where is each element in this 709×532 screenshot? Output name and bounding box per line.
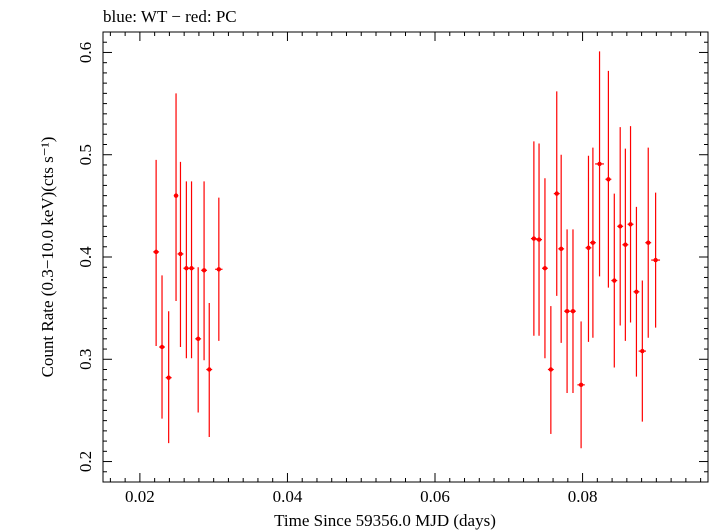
data-point xyxy=(177,161,184,347)
x-axis-label: Time Since 59356.0 MJD (days) xyxy=(274,511,496,530)
point-marker xyxy=(606,177,611,182)
point-marker xyxy=(201,268,207,273)
data-point xyxy=(553,91,560,296)
data-point xyxy=(530,141,537,336)
point-marker xyxy=(597,161,602,167)
point-marker xyxy=(542,266,548,271)
point-marker xyxy=(173,193,179,198)
data-point xyxy=(611,193,618,368)
point-marker xyxy=(531,236,537,241)
data-point xyxy=(585,155,592,342)
chart-title: blue: WT − red: PC xyxy=(103,7,237,26)
x-axis-ticks: 0.02 0.04 0.06 0.08 xyxy=(109,32,702,506)
data-point xyxy=(541,178,548,359)
x-tick-label: 0.06 xyxy=(420,487,450,506)
data-point xyxy=(617,127,624,326)
point-marker xyxy=(590,240,596,245)
data-point xyxy=(536,143,542,336)
data-point xyxy=(645,147,652,338)
plot-frame xyxy=(102,31,709,483)
data-point xyxy=(605,70,612,288)
point-marker xyxy=(634,289,639,294)
point-marker xyxy=(536,237,542,242)
data-point xyxy=(589,147,596,338)
data-point xyxy=(651,192,661,328)
data-points xyxy=(153,51,661,449)
point-marker xyxy=(612,278,617,283)
point-marker xyxy=(653,257,658,263)
x-tick-label: 0.04 xyxy=(273,487,303,506)
data-point xyxy=(627,126,634,323)
data-point xyxy=(633,206,640,377)
point-marker xyxy=(618,224,623,229)
point-marker xyxy=(628,222,633,227)
data-point xyxy=(159,275,165,419)
point-marker xyxy=(586,245,591,250)
data-point xyxy=(564,229,571,394)
point-marker xyxy=(578,382,584,388)
point-marker xyxy=(216,267,222,272)
x-tick-label: 0.08 xyxy=(568,487,598,506)
point-marker xyxy=(166,375,171,380)
point-marker xyxy=(178,251,183,257)
point-marker xyxy=(548,367,554,372)
point-marker xyxy=(159,344,165,350)
point-marker xyxy=(558,246,564,252)
data-point xyxy=(595,51,604,277)
y-axis-label: Count Rate (0.3−10.0 keV)(cts s⁻¹) xyxy=(38,137,57,378)
y-axis-ticks: 0.2 0.3 0.4 0.5 0.6 xyxy=(76,31,708,473)
data-point xyxy=(173,93,179,301)
point-marker xyxy=(623,242,628,247)
data-point xyxy=(206,303,213,437)
data-point xyxy=(638,280,647,422)
data-point xyxy=(577,321,585,449)
data-point xyxy=(558,154,565,343)
data-point xyxy=(622,148,629,341)
point-marker xyxy=(570,309,576,314)
point-marker xyxy=(195,336,201,342)
point-marker xyxy=(189,266,194,271)
data-point xyxy=(570,229,576,394)
data-point xyxy=(547,306,554,434)
data-point xyxy=(183,181,190,359)
data-point xyxy=(195,267,202,413)
data-point xyxy=(201,181,208,361)
point-marker xyxy=(184,266,189,271)
y-tick-label: 0.3 xyxy=(76,349,95,370)
point-marker xyxy=(554,191,559,196)
point-marker xyxy=(564,309,570,314)
y-tick-label: 0.2 xyxy=(76,451,95,472)
data-point xyxy=(188,181,195,359)
x-tick-label: 0.02 xyxy=(125,487,155,506)
point-marker xyxy=(153,249,159,255)
point-marker xyxy=(640,348,645,354)
data-point xyxy=(215,197,223,341)
data-point xyxy=(153,159,160,346)
y-tick-label: 0.6 xyxy=(76,42,95,63)
y-tick-label: 0.4 xyxy=(76,246,95,268)
point-marker xyxy=(646,240,651,245)
data-point xyxy=(165,311,172,444)
point-marker xyxy=(207,367,212,372)
y-tick-label: 0.5 xyxy=(76,144,95,165)
